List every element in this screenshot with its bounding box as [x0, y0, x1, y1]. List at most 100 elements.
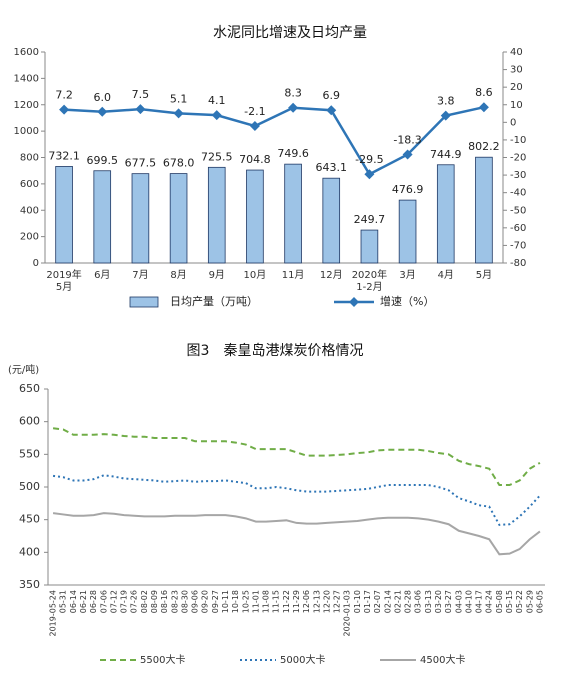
x-tick-label: 10-25: [241, 590, 250, 613]
bar-value-label: 677.5: [125, 157, 157, 170]
x-tick-label: 4月: [438, 269, 454, 281]
x-tick-label: 08-30: [180, 590, 189, 613]
line-marker: [288, 102, 299, 113]
line-marker: [135, 104, 146, 115]
x-tick-label: 2020年 1-2月: [352, 268, 387, 293]
bar: [131, 173, 150, 264]
y-tick-label: 1400: [14, 73, 39, 84]
bar-value-label: 749.6: [277, 147, 309, 160]
y2-tick-label: -70: [510, 240, 526, 251]
legend-label: 增速（%）: [380, 294, 434, 308]
x-tick-label: 12-06: [302, 590, 311, 613]
line-value-label: 3.8: [437, 95, 455, 108]
x-tick-label: 12-27: [333, 590, 342, 613]
x-tick-label: 09-20: [201, 590, 210, 613]
y2-tick-label: 20: [510, 82, 523, 93]
x-tick-label: 12月: [320, 269, 343, 281]
line-value-label: 4.1: [208, 94, 226, 107]
y-tick-label: 500: [19, 480, 40, 493]
x-tick-label-line: 3月: [399, 269, 415, 281]
line-value-label: 5.1: [170, 92, 188, 105]
x-tick-label: 06-28: [89, 590, 98, 613]
y2-tick-label: -40: [510, 188, 526, 199]
x-tick-label: 06-05: [535, 590, 544, 613]
x-tick-label: 11月: [282, 269, 305, 281]
line-marker: [364, 169, 375, 180]
x-tick-label: 04-10: [464, 590, 473, 613]
bar: [360, 229, 379, 264]
x-tick-label: 3月: [399, 269, 415, 281]
line: [52, 427, 541, 487]
x-tick-label: 02-21: [393, 590, 402, 613]
line-marker: [59, 104, 70, 115]
bar: [93, 170, 112, 264]
bar-value-label: 699.5: [87, 154, 119, 167]
x-tick-label: 02-14: [383, 590, 392, 613]
x-tick-label: 11-29: [292, 590, 301, 613]
x-tick-label-line: 4月: [438, 269, 454, 281]
x-tick-label-line: 11月: [282, 269, 305, 281]
y-tick-label: 800: [20, 153, 39, 164]
x-tick-label: 12-20: [322, 590, 331, 613]
legend-label: 日均产量（万吨）: [170, 294, 258, 308]
line: [52, 512, 541, 556]
bar-value-label: 476.9: [392, 183, 424, 196]
x-tick-label: 2019-05-24: [49, 590, 58, 637]
y2-tick-label: -20: [510, 153, 526, 164]
line: [64, 105, 485, 176]
bar-value-label: 732.1: [48, 149, 80, 162]
x-tick-label: 04-03: [454, 590, 463, 613]
y-tick-label: 450: [19, 513, 40, 526]
bar-value-label: 643.1: [316, 161, 348, 174]
x-tick-label-line: 8月: [170, 269, 186, 281]
line-value-label: 7.2: [55, 89, 73, 102]
legend-label: 5000大卡: [280, 653, 325, 666]
x-tick-label: 04-24: [485, 590, 494, 613]
bar: [436, 164, 455, 264]
x-tick-label: 08-02: [140, 590, 149, 613]
line: [52, 474, 541, 526]
x-tick-label: 01-17: [363, 590, 372, 613]
y-tick-label: 550: [19, 447, 40, 460]
x-tick-label: 5月: [476, 269, 492, 281]
line-marker: [478, 102, 489, 113]
x-tick-label: 9月: [209, 269, 225, 281]
line-value-label: 6.0: [94, 91, 112, 104]
legend-marker: [349, 297, 359, 307]
line-marker: [249, 121, 260, 132]
x-tick-label: 07-26: [130, 590, 139, 613]
x-tick-label: 05-22: [515, 590, 524, 613]
x-tick-label: 05-29: [525, 590, 534, 613]
line-value-label: 6.9: [323, 89, 341, 102]
x-tick-label: 03-13: [424, 590, 433, 613]
x-tick-label: 07-12: [109, 590, 118, 613]
bar: [246, 169, 264, 264]
x-tick-label: 09-06: [191, 590, 200, 613]
x-tick-label: 01-10: [353, 590, 362, 613]
y2-tick-label: 30: [510, 65, 523, 76]
y2-tick-label: -50: [510, 205, 526, 216]
x-tick-label: 10-11: [221, 590, 230, 613]
x-tick-label: 8月: [170, 269, 186, 281]
x-tick-label-line: 2019年: [46, 268, 81, 281]
line-value-label: -29.5: [355, 153, 383, 166]
bar: [475, 156, 493, 264]
x-tick-label: 03-06: [414, 590, 423, 613]
x-tick-label-line: 9月: [209, 269, 225, 281]
x-tick-label-line: 12月: [320, 269, 343, 281]
bar: [284, 163, 302, 264]
bar-value-label: 678.0: [163, 157, 195, 170]
y-tick-label: 400: [19, 545, 40, 558]
x-tick-label-line: 7月: [132, 269, 148, 281]
y2-tick-label: 40: [510, 47, 523, 58]
x-tick-label: 2019年 5月: [46, 268, 81, 293]
bar-value-label: 744.9: [430, 148, 462, 161]
line-marker: [97, 106, 108, 117]
x-tick-label: 09-27: [211, 590, 220, 613]
line-value-label: -2.1: [244, 105, 265, 118]
x-tick-label: 02-28: [404, 590, 413, 613]
bar: [398, 199, 417, 264]
y2-tick-label: -30: [510, 170, 526, 181]
line-marker: [440, 110, 451, 121]
